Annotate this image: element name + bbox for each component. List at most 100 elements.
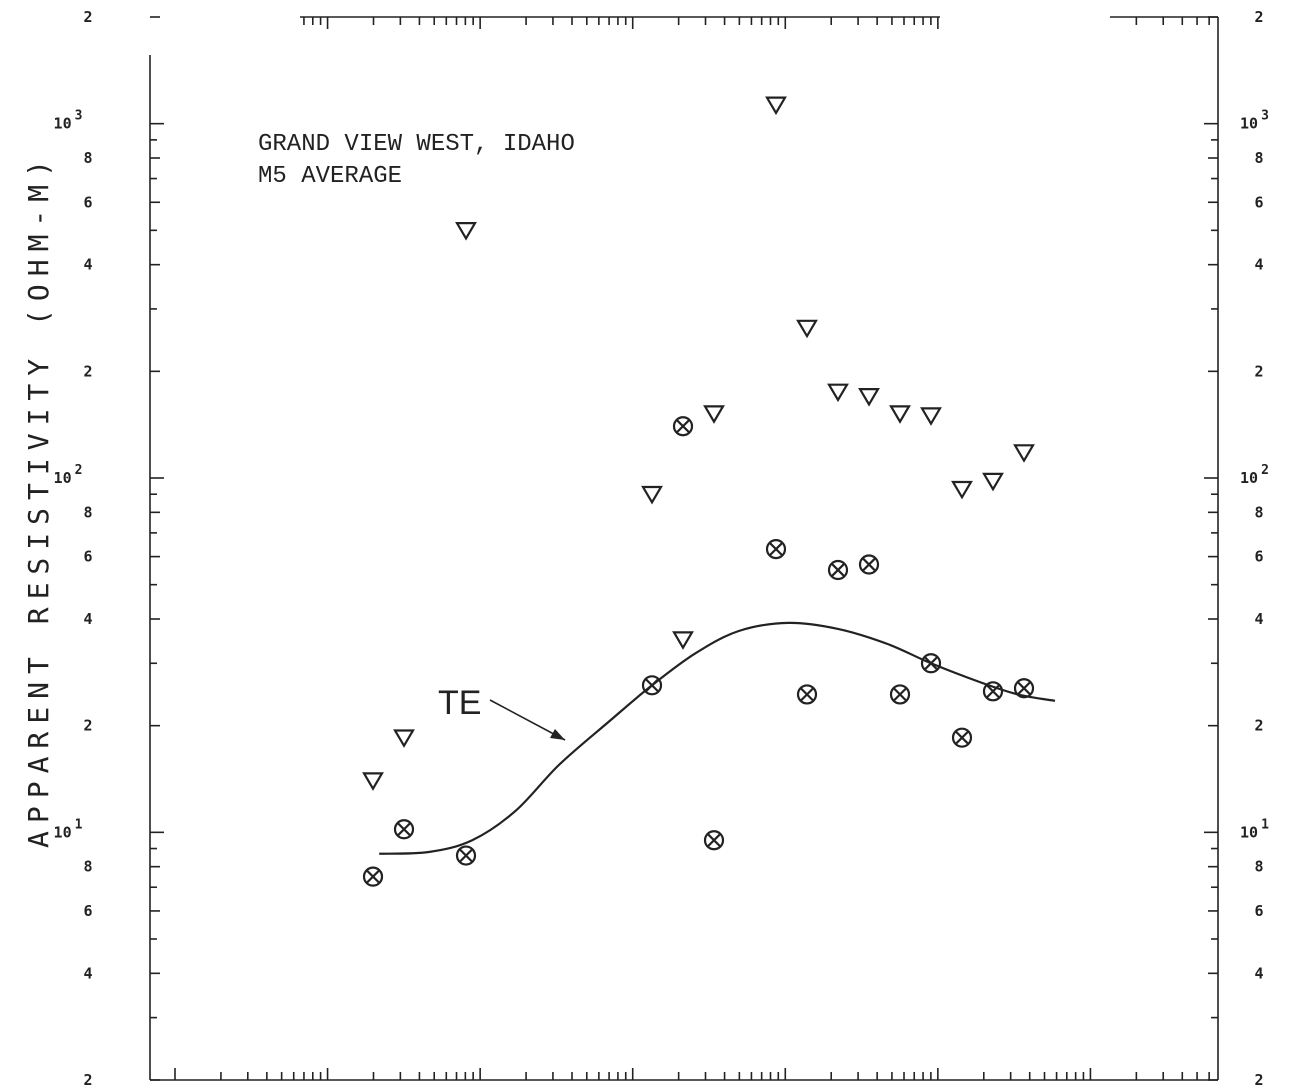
circle-x-ring — [362, 866, 384, 887]
y-tick-label-right: 10 2 — [1240, 463, 1269, 487]
circle-x-marker — [951, 727, 973, 748]
circle-x-stroke — [1016, 681, 1032, 696]
circle-x-marker — [393, 819, 415, 840]
y-tick-label-left: 2 — [83, 8, 92, 26]
circle-x-stroke — [458, 848, 474, 863]
y-tick-label-left: 8 — [83, 149, 92, 167]
chart-subtitle: M5 AVERAGE — [258, 163, 402, 190]
circle-x-series — [362, 416, 1035, 887]
y-tick-label-right: 10 1 — [1240, 817, 1269, 841]
circle-x-marker — [765, 538, 787, 560]
circle-x-marker — [889, 684, 911, 705]
circle-x-ring — [920, 653, 942, 674]
y-tick-label-right: 2 — [1254, 362, 1263, 380]
y-tick-label-left: 8 — [83, 503, 92, 521]
circle-x-ring — [703, 830, 725, 851]
circle-x-ring — [827, 559, 849, 581]
triangle-marker — [951, 480, 973, 500]
triangle-marker — [703, 405, 725, 424]
y-axis-label: APPARENT RESISTIVITY (OHM-M) — [22, 152, 55, 848]
y-tick-label-left: 10 2 — [54, 463, 83, 487]
circle-x-stroke — [861, 557, 877, 572]
y-tick-label-right: 2 — [1254, 8, 1263, 26]
triangle-marker — [796, 319, 818, 339]
triangle-marker — [827, 383, 849, 403]
y-tick-label-left: 4 — [83, 610, 92, 628]
triangle-series — [362, 96, 1035, 791]
y-tick-label-right: 10 3 — [1240, 109, 1269, 133]
y-tick-label-left: 2 — [83, 1071, 92, 1088]
y-tick-label-right: 8 — [1254, 858, 1263, 876]
circle-x-stroke — [923, 656, 939, 671]
y-tick-label-left: 10 3 — [54, 109, 83, 133]
circle-x-marker — [982, 681, 1004, 702]
triangle-marker — [889, 405, 911, 424]
te-curve-group — [379, 621, 1056, 855]
circle-x-ring — [858, 554, 880, 575]
y-tick-label-right: 2 — [1254, 717, 1263, 735]
circle-x-stroke — [365, 869, 381, 884]
circle-x-stroke — [799, 687, 815, 702]
y-tick-label-right: 2 — [1254, 1071, 1263, 1088]
circle-x-stroke — [985, 684, 1001, 699]
circle-x-ring — [951, 727, 973, 748]
circle-x-marker — [796, 684, 818, 705]
circle-x-marker — [1013, 678, 1035, 699]
circle-x-marker — [362, 866, 384, 887]
circle-x-marker — [455, 845, 477, 866]
circle-x-ring — [393, 819, 415, 840]
circle-x-stroke — [675, 419, 691, 434]
circle-x-marker — [858, 554, 880, 575]
triangle-marker — [393, 729, 415, 748]
te-annotation: TE — [438, 684, 481, 722]
circle-x-ring — [765, 538, 787, 560]
triangle-marker — [641, 485, 663, 505]
circle-x-ring — [455, 845, 477, 866]
triangle-marker — [765, 96, 787, 116]
chart-title: GRAND VIEW WEST, IDAHO — [258, 131, 575, 158]
circle-x-stroke — [830, 562, 846, 578]
circle-x-stroke — [892, 687, 908, 702]
circle-x-ring — [672, 416, 694, 437]
y-tick-label-left: 6 — [83, 548, 92, 566]
y-tick-label-right: 4 — [1254, 256, 1263, 274]
circle-x-stroke — [954, 730, 970, 745]
triangle-marker — [1013, 444, 1035, 463]
circle-x-marker — [827, 559, 849, 581]
y-tick-label-left: 8 — [83, 858, 92, 876]
circle-x-marker — [672, 416, 694, 437]
circle-x-stroke — [396, 822, 412, 837]
y-tick-label-left: 6 — [83, 902, 92, 920]
triangle-marker — [455, 222, 477, 241]
y-tick-label-left: 2 — [83, 717, 92, 735]
circle-x-ring — [889, 684, 911, 705]
axis-ticks — [150, 16, 1218, 1081]
triangle-marker — [672, 631, 694, 650]
circle-x-ring — [1013, 678, 1035, 699]
circle-x-marker — [703, 830, 725, 851]
y-tick-label-left: 4 — [83, 256, 92, 274]
te-curve — [379, 621, 1056, 855]
y-tick-label-right: 6 — [1254, 902, 1263, 920]
triangle-marker — [362, 772, 384, 791]
circle-x-ring — [982, 681, 1004, 702]
triangle-marker — [982, 472, 1004, 492]
y-tick-label-left: 6 — [83, 193, 92, 211]
y-tick-label-right: 6 — [1254, 548, 1263, 566]
y-tick-label-right: 6 — [1254, 193, 1263, 211]
y-tick-label-left: 2 — [83, 362, 92, 380]
circle-x-ring — [796, 684, 818, 705]
y-tick-label-right: 8 — [1254, 149, 1263, 167]
y-tick-label-left: 4 — [83, 964, 92, 982]
triangle-marker — [920, 407, 942, 426]
triangle-marker — [858, 388, 880, 407]
circle-x-stroke — [644, 678, 660, 693]
circle-x-marker — [641, 675, 663, 696]
y-tick-label-right: 8 — [1254, 503, 1263, 521]
circle-x-ring — [641, 675, 663, 696]
circle-x-stroke — [768, 542, 784, 557]
y-tick-label-left: 10 1 — [54, 817, 83, 841]
circle-x-stroke — [706, 833, 722, 848]
